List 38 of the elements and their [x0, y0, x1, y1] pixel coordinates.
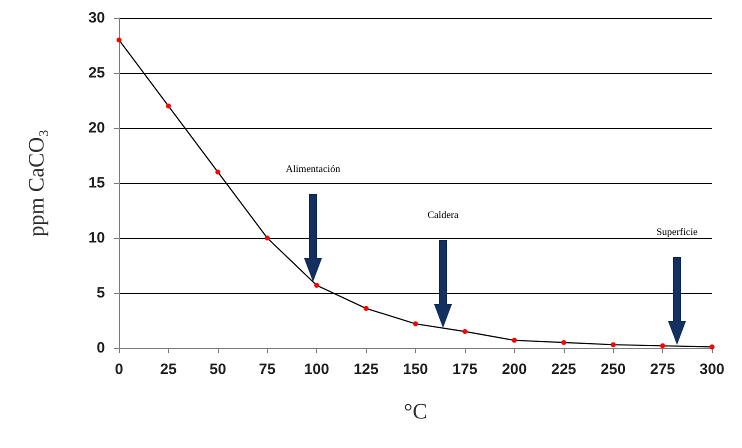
point	[215, 170, 220, 174]
x-tick-label: 250	[600, 361, 626, 378]
x-tick-label: 75	[258, 361, 276, 378]
x-tick-label: 150	[402, 361, 428, 378]
point	[116, 38, 122, 42]
x-tick-label: 200	[502, 361, 527, 378]
y-tick-label: 10	[88, 230, 105, 246]
x-tick-label: 175	[452, 361, 478, 378]
point	[610, 342, 616, 348]
y-tick-label: 25	[88, 64, 105, 82]
point	[314, 282, 320, 288]
x-tick-label: 300	[699, 361, 725, 378]
point	[264, 236, 270, 240]
point	[561, 340, 566, 345]
point	[710, 344, 714, 350]
annotation: Superficie	[656, 227, 698, 238]
x-tick-label: 50	[209, 361, 226, 378]
y-tick-label: 5	[96, 284, 105, 302]
point	[166, 104, 171, 108]
point	[364, 306, 369, 311]
y-tick-label: 20	[88, 120, 105, 136]
x-tick-label: 25	[160, 361, 177, 378]
point	[512, 338, 517, 343]
annotation: Alimentación	[286, 164, 340, 175]
annotation: Caldera	[427, 210, 459, 221]
point	[660, 343, 666, 348]
x-axis-title: °C	[404, 398, 428, 424]
x-tick-label: 125	[354, 361, 379, 378]
y-axis-title: ppm CaCO₃	[24, 129, 48, 237]
y-tick-label: 0	[96, 340, 105, 356]
y-tick-label: 30	[88, 10, 105, 26]
x-tick-label: 0	[114, 361, 124, 378]
y-tick-label: 15	[88, 174, 105, 192]
point	[462, 329, 468, 334]
point	[413, 321, 418, 326]
x-tick-label: 100	[304, 361, 330, 378]
x-tick-label: 225	[551, 361, 576, 378]
x-tick-label: 275	[650, 361, 676, 378]
